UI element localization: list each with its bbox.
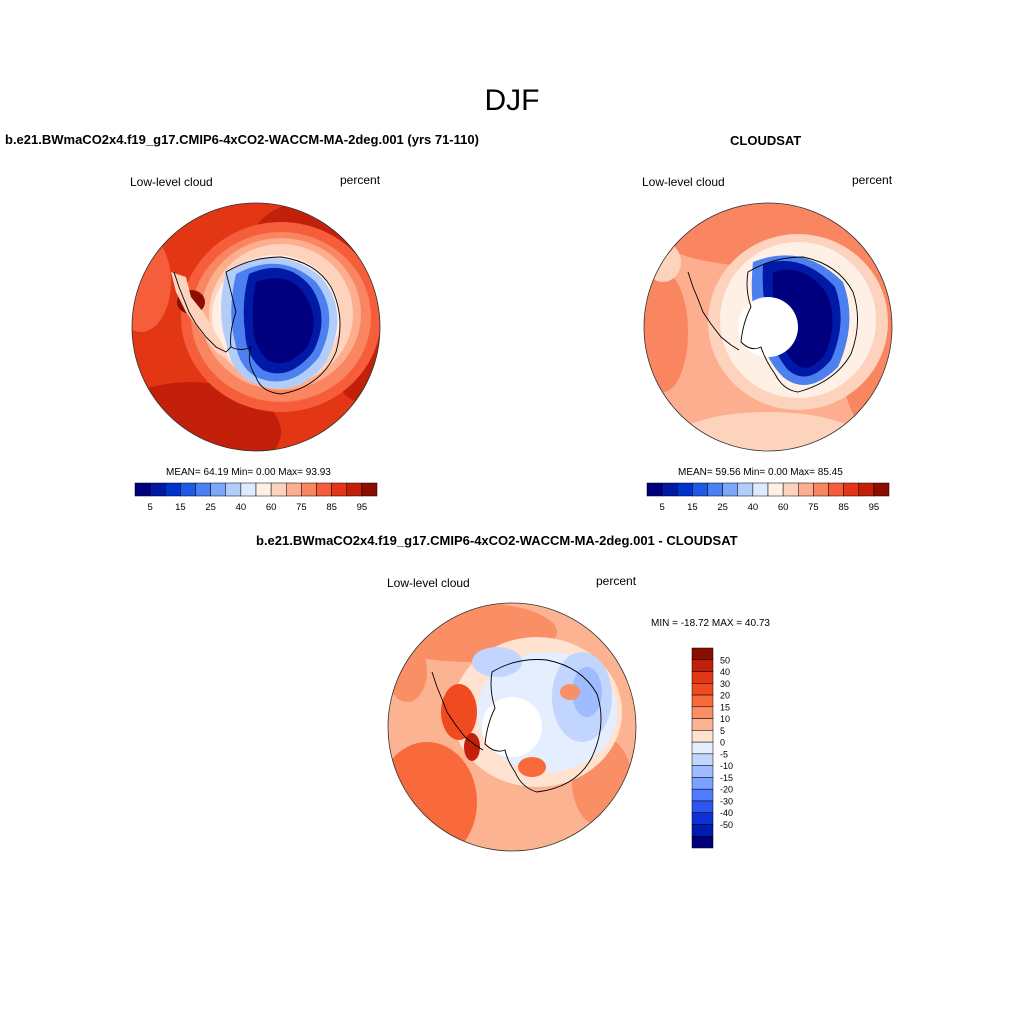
model-colorbar-box bbox=[301, 482, 317, 497]
diff-colorbar-box bbox=[691, 694, 714, 708]
model-colorbar-box bbox=[255, 482, 272, 497]
model-colorbar-tick-label: 5 bbox=[147, 502, 152, 513]
obs-colorbar-box bbox=[752, 482, 769, 497]
diff-colorbar-box bbox=[691, 659, 714, 672]
diff-variable-label: Low-level cloud bbox=[387, 576, 470, 590]
obs-colorbar-tick-label: 25 bbox=[717, 502, 728, 513]
diff-units-label: percent bbox=[596, 574, 637, 588]
model-colorbar-tick-label: 40 bbox=[236, 502, 247, 513]
obs-colorbar-tick-label: 75 bbox=[808, 502, 819, 513]
model-colorbar: 5 15 25 40 60 75 85 95 bbox=[134, 482, 378, 513]
model-colorbar-tick-label: 15 bbox=[175, 502, 186, 513]
model-colorbar-box bbox=[286, 482, 302, 497]
model-colorbar-tick-label: 75 bbox=[296, 502, 307, 513]
obs-units-label: percent bbox=[852, 173, 893, 187]
diff-colorbar-tick-label: 5 bbox=[720, 726, 725, 736]
obs-variable-label: Low-level cloud bbox=[642, 175, 725, 189]
model-colorbar-box bbox=[225, 482, 242, 497]
diff-colorbar-box bbox=[691, 753, 714, 766]
obs-colorbar-box bbox=[813, 482, 829, 497]
obs-colorbar-tick-label: 60 bbox=[778, 502, 789, 513]
model-units-label: percent bbox=[340, 173, 381, 187]
model-stats: MEAN= 64.19 Min= 0.00 Max= 93.93 bbox=[166, 467, 331, 478]
obs-colorbar-box bbox=[828, 482, 844, 497]
obs-colorbar-box bbox=[722, 482, 738, 497]
model-colorbar-tick-label: 25 bbox=[205, 502, 216, 513]
model-colorbar-box bbox=[316, 482, 332, 497]
model-colorbar-box bbox=[165, 482, 181, 497]
diff-colorbar-tick-label: -20 bbox=[720, 785, 733, 795]
obs-colorbar-box bbox=[843, 482, 859, 497]
model-colorbar-box bbox=[210, 482, 226, 497]
diff-colorbar-box bbox=[691, 647, 714, 661]
diff-colorbar-box bbox=[691, 671, 714, 684]
obs-colorbar-box bbox=[782, 482, 799, 497]
figure-title: DJF bbox=[484, 84, 540, 117]
obs-colorbar-box bbox=[767, 482, 784, 497]
obs-polar-map bbox=[643, 202, 893, 452]
diff-colorbar-tick-label: -10 bbox=[720, 761, 733, 771]
model-variable-label: Low-level cloud bbox=[130, 175, 213, 189]
model-colorbar-tick-label: 95 bbox=[357, 502, 368, 513]
diff-colorbar-tick-label: -50 bbox=[720, 820, 733, 830]
diff-stats: MIN = -18.72 MAX = 40.73 bbox=[651, 618, 770, 629]
obs-colorbar-box bbox=[798, 482, 814, 497]
model-polar-map bbox=[131, 202, 381, 452]
obs-colorbar-tick-label: 85 bbox=[838, 502, 849, 513]
diff-colorbar-box bbox=[691, 683, 714, 696]
diff-colorbar-box bbox=[691, 812, 714, 825]
model-colorbar-box bbox=[149, 482, 166, 497]
diff-polar-map bbox=[387, 602, 637, 852]
obs-colorbar-tick-label: 40 bbox=[748, 502, 759, 513]
model-colorbar-box bbox=[134, 482, 151, 497]
diff-colorbar-tick-label: 20 bbox=[720, 691, 730, 701]
model-colorbar-box bbox=[195, 482, 211, 497]
diff-colorbar-box bbox=[691, 777, 714, 790]
obs-colorbar-box bbox=[707, 482, 723, 497]
diff-colorbar-box bbox=[691, 741, 714, 755]
model-panel-title: b.e21.BWmaCO2x4.f19_g17.CMIP6-4xCO2-WACC… bbox=[5, 132, 479, 147]
diff-panel-title: b.e21.BWmaCO2x4.f19_g17.CMIP6-4xCO2-WACC… bbox=[256, 533, 738, 548]
model-colorbar-box bbox=[331, 482, 347, 497]
diff-colorbar-box bbox=[691, 835, 714, 849]
obs-colorbar-box bbox=[661, 482, 678, 497]
obs-colorbar-tick-label: 95 bbox=[869, 502, 880, 513]
diff-colorbar-tick-label: -5 bbox=[720, 749, 728, 759]
model-colorbar-box bbox=[240, 482, 257, 497]
diff-colorbar-tick-label: -40 bbox=[720, 808, 733, 818]
diff-colorbar-tick-label: 30 bbox=[720, 679, 730, 689]
obs-colorbar-box bbox=[858, 482, 875, 497]
model-colorbar-box bbox=[180, 482, 196, 497]
model-colorbar-tick-label: 60 bbox=[266, 502, 277, 513]
obs-colorbar-box bbox=[646, 482, 663, 497]
obs-colorbar-box bbox=[692, 482, 708, 497]
model-colorbar-tick-label: 85 bbox=[326, 502, 337, 513]
obs-panel-title: CLOUDSAT bbox=[730, 133, 802, 148]
obs-colorbar-box bbox=[677, 482, 693, 497]
diff-colorbar-box bbox=[691, 730, 714, 743]
diff-colorbar-tick-label: 40 bbox=[720, 667, 730, 677]
diff-colorbar-tick-label: -15 bbox=[720, 773, 733, 783]
obs-stats: MEAN= 59.56 Min= 0.00 Max= 85.45 bbox=[678, 467, 843, 478]
diff-colorbar-tick-label: 10 bbox=[720, 714, 730, 724]
diff-colorbar-box bbox=[691, 718, 714, 731]
obs-colorbar-tick-label: 15 bbox=[687, 502, 698, 513]
obs-colorbar-box bbox=[737, 482, 754, 497]
diff-colorbar-tick-label: 15 bbox=[720, 702, 730, 712]
diff-colorbar-box bbox=[691, 824, 714, 837]
model-colorbar-box bbox=[270, 482, 287, 497]
diff-colorbar-tick-label: 0 bbox=[720, 738, 725, 748]
diff-colorbar-tick-label: -30 bbox=[720, 796, 733, 806]
diff-colorbar-box bbox=[691, 800, 714, 813]
obs-colorbar-tick-label: 5 bbox=[659, 502, 664, 513]
diff-colorbar-box bbox=[691, 788, 714, 802]
diff-colorbar-tick-label: 50 bbox=[720, 655, 730, 665]
model-colorbar-box bbox=[346, 482, 363, 497]
obs-colorbar-box bbox=[873, 482, 890, 497]
obs-colorbar: 5 15 25 40 60 75 85 95 bbox=[646, 482, 890, 513]
model-colorbar-box bbox=[361, 482, 378, 497]
diff-colorbar-box bbox=[691, 765, 714, 778]
diff-colorbar-box bbox=[691, 706, 714, 719]
